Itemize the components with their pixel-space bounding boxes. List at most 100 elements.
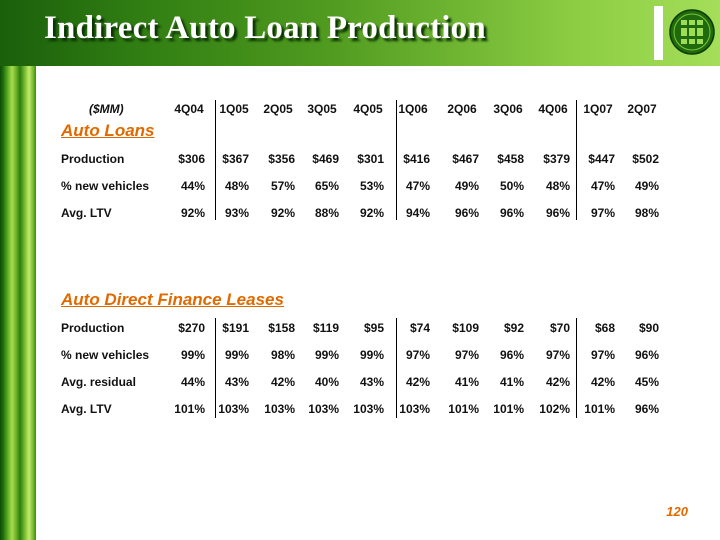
table-cell: $502	[632, 152, 659, 166]
title-banner: Indirect Auto Loan Production	[0, 0, 720, 66]
table-cell: 103%	[353, 402, 384, 416]
column-header: 3Q05	[307, 102, 337, 116]
table-cell: 97%	[545, 348, 570, 362]
table-cell: 97%	[454, 348, 479, 362]
table-cell: $356	[268, 152, 295, 166]
table-cell: 96%	[499, 348, 524, 362]
banner-divider	[654, 6, 663, 60]
table-cell: 96%	[454, 206, 479, 220]
table-cell: 44%	[180, 375, 205, 389]
table-cell: 98%	[634, 206, 659, 220]
table-cell: 93%	[224, 206, 249, 220]
column-header: 4Q05	[353, 102, 383, 116]
column-divider-line	[215, 100, 216, 220]
table-cell: 42%	[270, 375, 295, 389]
page-number: 120	[666, 504, 688, 519]
table-cell: 92%	[180, 206, 205, 220]
table-cell: $379	[543, 152, 570, 166]
table-cell: 92%	[359, 206, 384, 220]
table-cell: 45%	[634, 375, 659, 389]
bank-logo-icon	[669, 9, 715, 55]
table-cell: 49%	[454, 179, 479, 193]
column-header: 1Q06	[398, 102, 428, 116]
table-cell: $306	[178, 152, 205, 166]
table-cell: 88%	[314, 206, 339, 220]
table-cell: 57%	[270, 179, 295, 193]
column-header: 2Q07	[627, 102, 657, 116]
table-cell: $92	[503, 321, 524, 335]
table-cell: 99%	[224, 348, 249, 362]
table-cell: 101%	[174, 402, 205, 416]
table-cell: 42%	[590, 375, 615, 389]
table-cell: 101%	[584, 402, 615, 416]
row-label: Production	[61, 321, 125, 335]
table-cell: 96%	[634, 402, 659, 416]
table-cell: $467	[452, 152, 479, 166]
table-cell: 65%	[314, 179, 339, 193]
table-cell: 47%	[405, 179, 430, 193]
table-cell: $301	[357, 152, 384, 166]
table-cell: $119	[312, 321, 339, 335]
table-cell: 97%	[590, 348, 615, 362]
column-divider-line	[576, 318, 577, 418]
row-label: Avg. LTV	[61, 206, 112, 220]
table-cell: 47%	[590, 179, 615, 193]
leases-heading: Auto Direct Finance Leases	[61, 290, 284, 309]
table-cell: $416	[403, 152, 430, 166]
table-cell: 103%	[399, 402, 430, 416]
table-cell: 96%	[545, 206, 570, 220]
table-cell: $74	[409, 321, 430, 335]
column-header: 1Q07	[583, 102, 613, 116]
table-cell: 101%	[448, 402, 479, 416]
table-cell: 99%	[180, 348, 205, 362]
left-decorative-bars	[0, 0, 36, 540]
table-cell: 41%	[499, 375, 524, 389]
table-cell: 96%	[634, 348, 659, 362]
row-label: Avg. residual	[61, 375, 136, 389]
table-cell: $70	[549, 321, 570, 335]
table-cell: 99%	[359, 348, 384, 362]
column-header: 1Q05	[219, 102, 249, 116]
column-divider-line	[396, 100, 397, 220]
auto-loans-heading: Auto Loans	[61, 121, 155, 140]
table-cell: $90	[638, 321, 659, 335]
table-cell: $68	[594, 321, 615, 335]
table-cell: 42%	[545, 375, 570, 389]
column-header: 2Q05	[263, 102, 293, 116]
table-cell: $158	[268, 321, 295, 335]
column-header: 4Q06	[538, 102, 568, 116]
column-divider-line	[215, 318, 216, 418]
table-cell: 43%	[359, 375, 384, 389]
table-cell: 97%	[590, 206, 615, 220]
table-cell: 50%	[499, 179, 524, 193]
column-header: 4Q04	[174, 102, 204, 116]
table-cell: 103%	[264, 402, 295, 416]
table-cell: 48%	[224, 179, 249, 193]
table-cell: $367	[222, 152, 249, 166]
table-cell: 53%	[359, 179, 384, 193]
table-cell: $95	[363, 321, 384, 335]
column-header: 2Q06	[447, 102, 477, 116]
table-cell: 48%	[545, 179, 570, 193]
table-cell: 40%	[314, 375, 339, 389]
column-header: 3Q06	[493, 102, 523, 116]
units-label: ($MM)	[89, 102, 124, 116]
slide-title: Indirect Auto Loan Production	[44, 10, 486, 46]
row-label: % new vehicles	[61, 348, 150, 362]
row-label: % new vehicles	[61, 179, 150, 193]
table-cell: 98%	[270, 348, 295, 362]
table-cell: 42%	[405, 375, 430, 389]
table-cell: 103%	[218, 402, 249, 416]
table-cell: 103%	[308, 402, 339, 416]
table-cell: $469	[312, 152, 339, 166]
table-cell: 96%	[499, 206, 524, 220]
table-cell: $270	[178, 321, 205, 335]
table-cell: 99%	[314, 348, 339, 362]
table-cell: 101%	[493, 402, 524, 416]
table-cell: 92%	[270, 206, 295, 220]
row-label: Production	[61, 152, 125, 166]
table-cell: 41%	[454, 375, 479, 389]
table-cell: 43%	[224, 375, 249, 389]
table-cell: $447	[588, 152, 615, 166]
table-cell: 44%	[180, 179, 205, 193]
